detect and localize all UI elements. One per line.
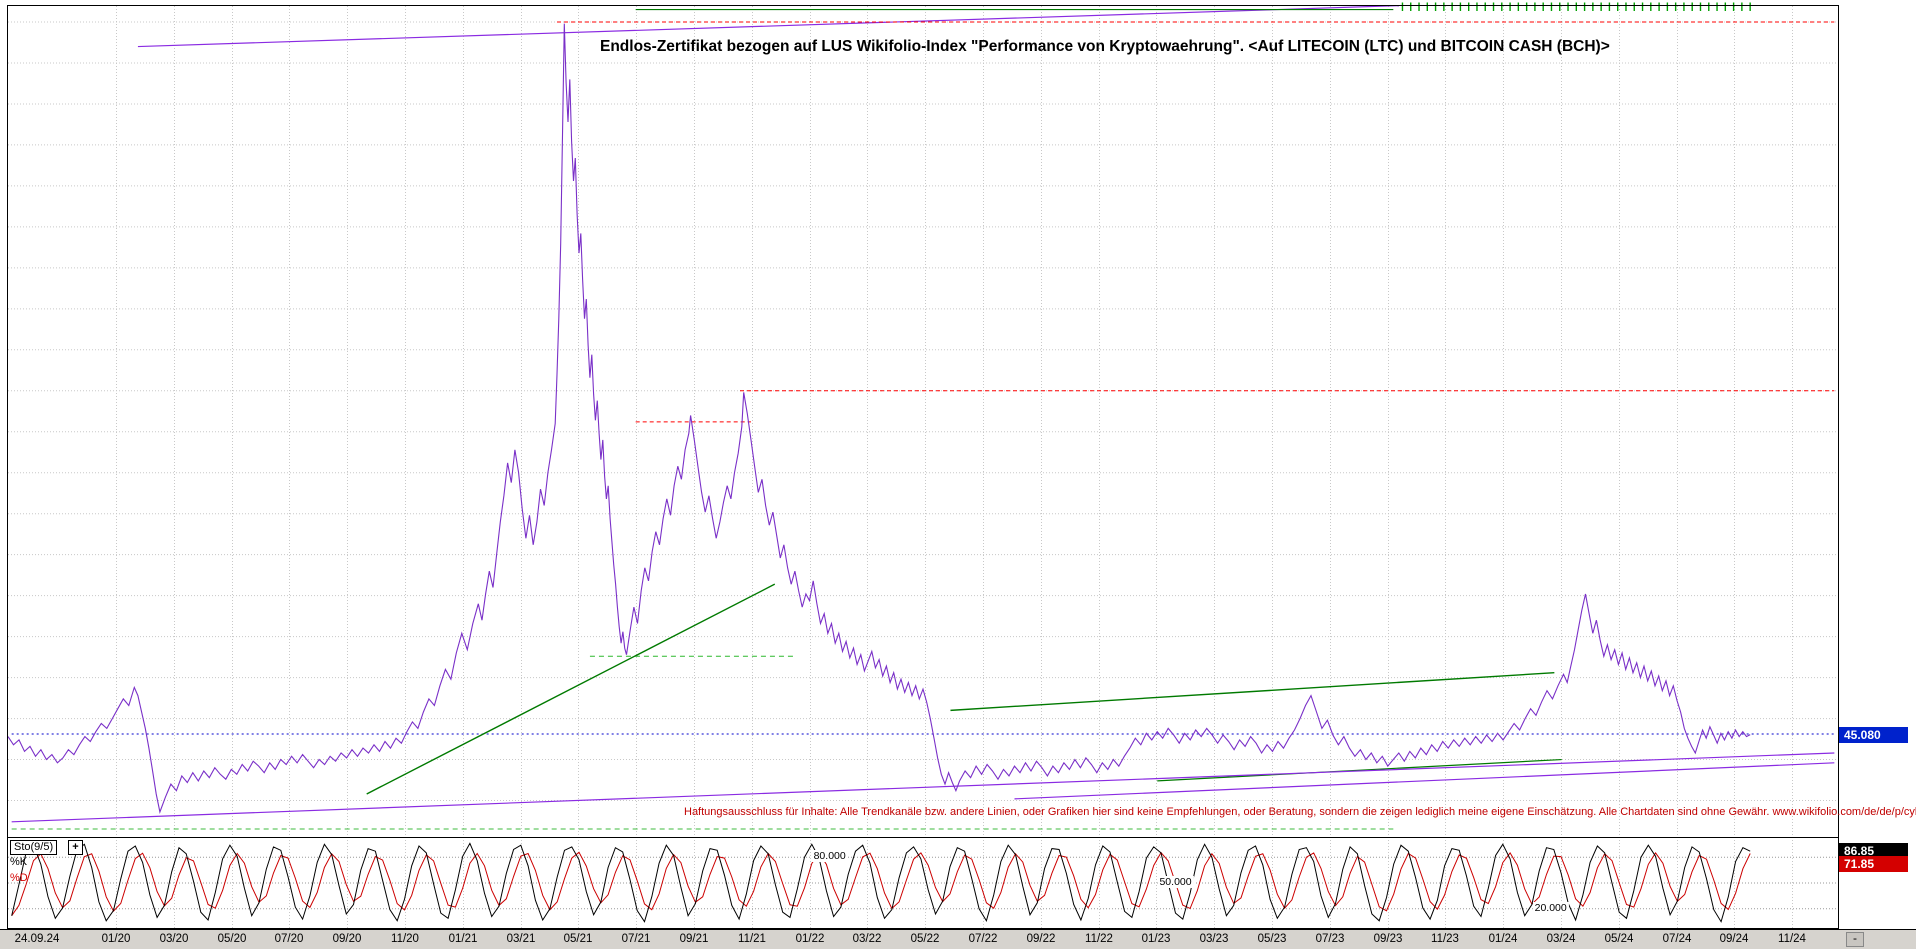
date-axis-label: 07/24 — [1662, 933, 1692, 945]
axis-minimize-handle[interactable]: - — [1846, 932, 1864, 947]
date-axis-label: 05/21 — [563, 933, 593, 945]
green-uptrend-low — [1157, 758, 1562, 782]
green-uptrend-mid — [950, 671, 1555, 712]
price-axis[interactable]: 262.50250.00237.50225.00212.50200.00187.… — [1839, 0, 1916, 929]
date-axis-label: 11/21 — [738, 933, 766, 945]
date-axis-label: 24.09.24 — [14, 933, 60, 945]
green-uptrend-2020-2021 — [366, 583, 776, 795]
upper-purple-channel-line — [137, 5, 1399, 48]
date-axis-label: 03/23 — [1199, 933, 1229, 945]
date-axis-label: 09/22 — [1026, 933, 1056, 945]
chart-title: Endlos-Zertifikat bezogen auf LUS Wikifo… — [600, 38, 1610, 55]
date-axis-label: 07/23 — [1315, 933, 1345, 945]
date-axis-label: 11/20 — [391, 933, 419, 945]
date-axis-label: 11/22 — [1085, 933, 1113, 945]
current-price-badge: 45.080 — [1839, 726, 1908, 743]
stochastic-plot-area[interactable] — [8, 838, 1838, 928]
stoch-k-line — [11, 842, 1751, 923]
stoch-d-label: %D — [10, 872, 28, 884]
date-axis-label: 05/22 — [910, 933, 940, 945]
date-axis-label: 07/21 — [621, 933, 651, 945]
stoch-k-value-badge: 86.85 — [1839, 843, 1908, 860]
stoch-k-label: %K — [10, 856, 28, 868]
date-axis-label: 11/23 — [1431, 933, 1459, 945]
date-axis-label: 07/22 — [968, 933, 998, 945]
date-axis-label: 01/21 — [448, 933, 478, 945]
date-axis-label: 09/21 — [679, 933, 709, 945]
date-axis-label: 09/23 — [1373, 933, 1403, 945]
date-axis-label: 09/24 — [1719, 933, 1749, 945]
stoch-d-value-badge: 71.85 — [1839, 856, 1908, 873]
stoch-axis-label: 20.000 — [1532, 901, 1569, 914]
date-axis-label: 05/20 — [217, 933, 247, 945]
date-axis-label: 01/24 — [1488, 933, 1518, 945]
stoch-indicator-label[interactable]: Sto(9/5) — [10, 840, 58, 855]
date-axis-label: 03/22 — [852, 933, 882, 945]
purple-support-long — [11, 752, 1835, 823]
date-axis-label: 03/21 — [506, 933, 536, 945]
purple-support-second — [1014, 762, 1835, 800]
price-line — [7, 23, 1751, 814]
date-axis-label: 05/24 — [1604, 933, 1634, 945]
add-indicator-icon[interactable]: + — [68, 840, 83, 855]
price-chart-plot-area[interactable] — [8, 6, 1838, 836]
stoch-axis-label: 80.000 — [811, 850, 848, 863]
date-axis-label: 01/23 — [1141, 933, 1171, 945]
date-axis-label: 03/24 — [1546, 933, 1576, 945]
date-axis[interactable]: 24.09.24 01/20 03/20 05/20 07/20 09/20 11/20 01… — [0, 929, 1916, 949]
plot-frame — [7, 5, 1839, 929]
disclaimer-text: Haftungsausschluss für Inhalte: Alle Tre… — [684, 806, 1916, 818]
date-axis-label: 11/24 — [1778, 933, 1806, 945]
date-axis-label: 01/20 — [101, 933, 131, 945]
stoch-axis-label: 50.000 — [1157, 876, 1194, 888]
date-axis-label: 05/23 — [1257, 933, 1287, 945]
date-axis-label: 09/20 — [332, 933, 362, 945]
date-axis-label: 07/20 — [274, 933, 304, 945]
date-axis-label: 03/20 — [159, 933, 189, 945]
date-axis-label: 01/22 — [795, 933, 825, 945]
